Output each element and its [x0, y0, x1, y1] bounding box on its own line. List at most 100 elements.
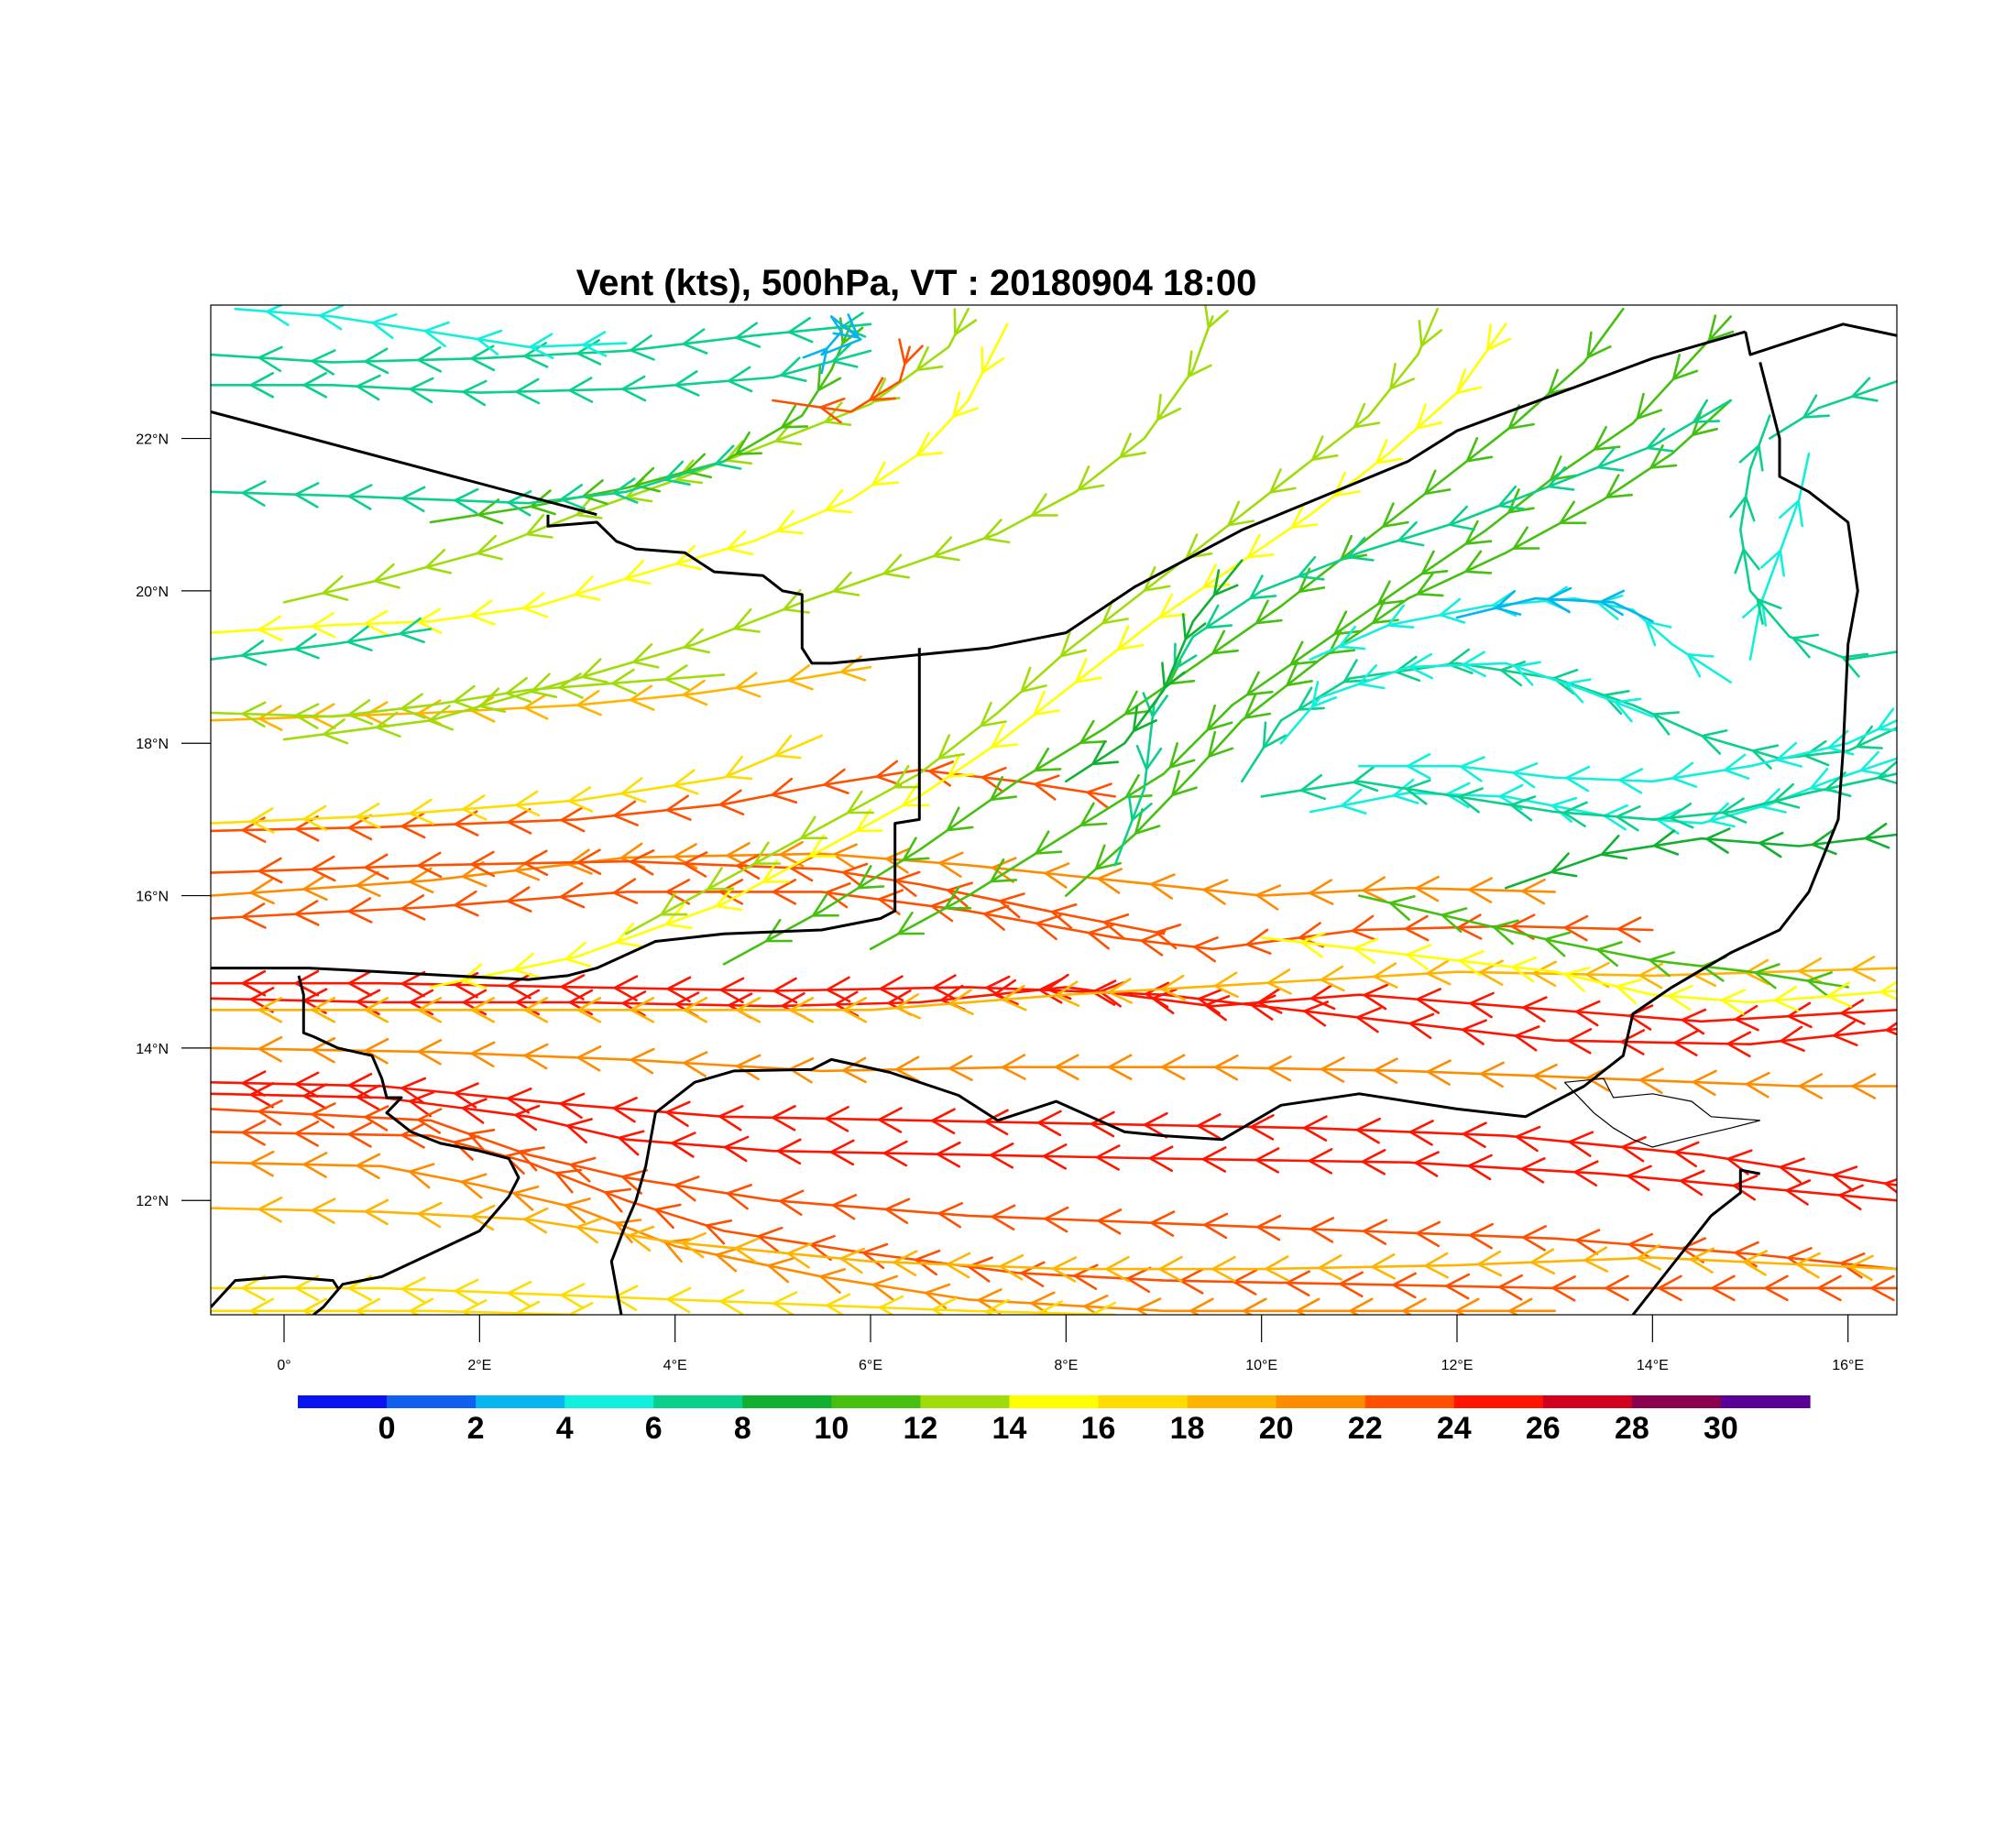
wind-chevron — [1441, 907, 1468, 934]
wind-chevron — [530, 672, 557, 698]
wind-chevron — [1734, 1004, 1759, 1032]
wind-chevron — [523, 997, 549, 1023]
wind-chevron — [664, 904, 693, 930]
streamline — [211, 734, 823, 834]
wind-chevron — [1171, 770, 1198, 797]
wind-chevron — [1532, 1063, 1558, 1090]
wind-chevron — [630, 1047, 655, 1075]
wind-chevron — [982, 519, 1011, 544]
wind-chevron — [1618, 768, 1644, 794]
wind-chevron — [1405, 779, 1431, 805]
wind-chevron — [1803, 739, 1830, 767]
wind-chevron — [1586, 331, 1612, 359]
wind-chevron — [1020, 666, 1047, 693]
wind-chevron — [1244, 694, 1272, 719]
wind-chevron — [302, 1083, 328, 1110]
wind-chevron — [1256, 1214, 1282, 1241]
streamline-path — [234, 307, 628, 348]
wind-chevron — [841, 862, 869, 889]
wind-chevron — [832, 313, 860, 339]
wind-chevron — [624, 559, 652, 585]
wind-chevron — [875, 760, 902, 786]
wind-chevron — [470, 997, 496, 1023]
wind-chevron — [1212, 569, 1239, 596]
wind-chevron — [1616, 979, 1643, 1004]
wind-chevron — [249, 807, 275, 834]
wind-chevron — [294, 1274, 320, 1302]
wind-chevron — [1726, 1031, 1752, 1057]
wind-chevron — [400, 486, 426, 513]
streamline — [211, 1099, 1897, 1279]
wind-chevron — [1408, 652, 1433, 680]
wind-chevron — [1439, 597, 1466, 624]
wind-chevron — [1160, 1054, 1186, 1080]
wind-chevron — [575, 494, 603, 519]
wind-chevron — [1262, 721, 1287, 749]
wind-chevron — [1134, 808, 1161, 835]
streamline-path — [625, 307, 1439, 935]
lat-tick-label: 20°N — [136, 585, 169, 600]
wind-chevron — [1479, 1061, 1505, 1088]
wind-chevron — [967, 1256, 993, 1283]
wind-chevron — [1679, 1169, 1705, 1197]
wind-chevron — [947, 753, 975, 779]
wind-chevron — [512, 1185, 540, 1211]
wind-chevron — [1627, 1165, 1652, 1191]
wind-chevron — [1705, 827, 1731, 854]
wind-chevron — [1406, 752, 1431, 780]
wind-chevron — [1638, 1067, 1664, 1094]
wind-chevron — [1646, 427, 1674, 453]
wind-chevron — [707, 867, 735, 891]
wind-chevron — [569, 1156, 597, 1183]
wind-chevron — [1404, 914, 1430, 942]
wind-chevron — [1107, 1054, 1133, 1080]
wind-chevron — [1091, 740, 1119, 766]
wind-chevron — [715, 1246, 742, 1273]
wind-chevron — [1001, 1054, 1026, 1080]
wind-chevron — [812, 893, 839, 917]
wind-chevron — [1620, 1029, 1646, 1055]
wind-chevron — [718, 1105, 744, 1132]
wind-chevron — [1497, 486, 1526, 510]
wind-chevron — [249, 1297, 275, 1315]
streamline-path — [1241, 662, 1897, 783]
wind-chevron — [1255, 1147, 1280, 1174]
wind-chevron — [1840, 999, 1866, 1025]
streamline — [211, 1035, 1897, 1099]
wind-chevron — [294, 1121, 320, 1147]
wind-chevron — [1290, 503, 1319, 529]
wind-chevron — [869, 377, 896, 401]
wind-chevron — [1249, 1114, 1275, 1141]
wind-chevron — [1372, 599, 1399, 624]
wind-chevron — [826, 976, 851, 1003]
wind-chevron — [514, 1104, 541, 1132]
wind-chevron — [1652, 711, 1680, 736]
wind-chevron — [530, 489, 556, 516]
wind-chevron — [1320, 1056, 1345, 1083]
wind-chevron — [347, 1121, 373, 1148]
colorbar-label: 10 — [814, 1411, 849, 1446]
colorbar-swatch — [920, 1395, 1011, 1408]
wind-chevron — [734, 1237, 760, 1263]
country-border-layer — [211, 323, 1897, 1315]
wind-chevron — [1386, 604, 1415, 629]
wind-chevron — [991, 1204, 1016, 1231]
wind-chevron — [902, 836, 930, 861]
wind-chevron — [1077, 465, 1105, 491]
wind-chevron — [1499, 661, 1527, 687]
wind-chevron — [621, 990, 647, 1017]
wind-chevron — [523, 694, 549, 720]
wind-chevron — [1266, 968, 1292, 995]
wind-chevron — [613, 1285, 639, 1311]
wind-chevron — [507, 1280, 532, 1307]
wind-chevron — [1136, 1297, 1162, 1315]
wind-chevron — [1198, 988, 1223, 1015]
wind-chevron — [1333, 471, 1361, 498]
colorbar-label: 2 — [467, 1411, 485, 1446]
wind-chevron — [356, 870, 381, 898]
streamline-path — [211, 1286, 1116, 1315]
wind-chevron — [1851, 1073, 1877, 1099]
wind-chevron — [1303, 1001, 1330, 1027]
wind-chevron — [311, 349, 336, 376]
